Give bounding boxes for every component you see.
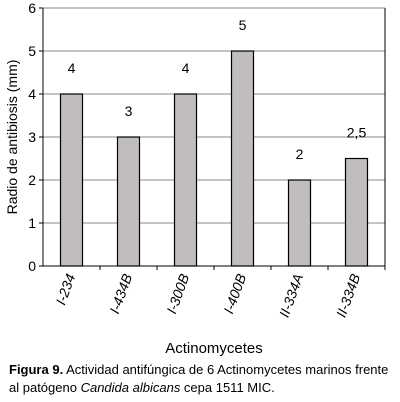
data-label: 5 <box>239 17 247 33</box>
y-tick-label: 4 <box>28 86 36 102</box>
data-label: 3 <box>125 103 133 119</box>
gridlines <box>43 7 385 224</box>
y-tick-label: 2 <box>28 172 36 188</box>
x-tick-label: II-334A <box>276 272 306 320</box>
bar-I-434B <box>116 136 141 267</box>
caption-text-before: Actividad antifúngica de 6 Actinomycetes… <box>9 362 389 395</box>
caption-label: Figura 9. <box>9 362 64 377</box>
y-tick-label: 5 <box>28 43 36 59</box>
y-tick-label: 6 <box>28 0 36 16</box>
data-label: 4 <box>68 60 76 76</box>
x-tick-label: I-234 <box>52 271 78 307</box>
x-tick-label: II-334B <box>333 272 363 320</box>
y-tick-label: 0 <box>28 258 36 274</box>
y-tick-label: 3 <box>28 129 36 145</box>
data-label: 2,5 <box>347 125 367 141</box>
x-tick-label: I-300B <box>163 272 192 316</box>
data-label: 2 <box>296 146 304 162</box>
caption-species: Candida albicans <box>80 380 181 395</box>
bar-II-334A <box>287 179 312 267</box>
x-tick-label: I-434B <box>106 272 135 316</box>
bar-I-300B <box>173 93 198 267</box>
x-axis-label: Actinomycetes <box>165 340 263 357</box>
y-tick-labels: 0 1 2 3 4 5 6 <box>28 0 36 274</box>
bar-II-334B <box>344 157 369 267</box>
bar-I-400B <box>230 50 255 267</box>
axes <box>39 7 386 270</box>
data-labels: 4 3 4 5 2 2,5 <box>68 17 367 162</box>
caption-text-after: cepa 1511 MIC. <box>180 380 275 395</box>
bars <box>59 50 369 267</box>
y-tick-label: 1 <box>28 215 36 231</box>
x-tick-label: I-400B <box>220 272 249 316</box>
y-axis-label: Radio de antibiosis (mm) <box>4 60 20 215</box>
figure-caption: Figura 9. Actividad antifúngica de 6 Act… <box>9 361 397 397</box>
data-label: 4 <box>182 60 190 76</box>
x-tick-labels: I-234 I-434B I-300B I-400B II-334A II-334B <box>52 271 363 319</box>
bar-I-234 <box>59 93 84 267</box>
